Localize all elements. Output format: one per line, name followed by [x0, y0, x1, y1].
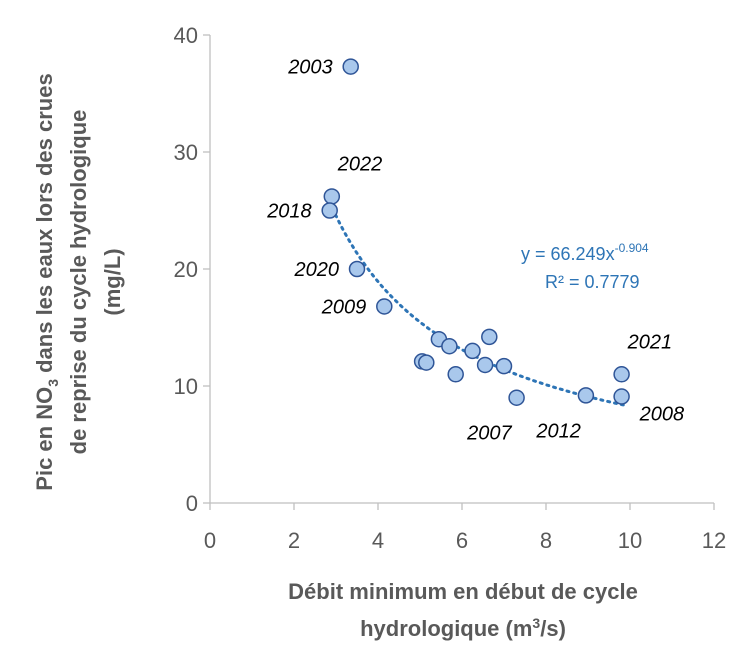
data-point: [577, 387, 595, 404]
year-label: 2003: [287, 57, 333, 79]
x-tick-label: 6: [456, 528, 468, 553]
data-point: [613, 366, 630, 383]
y-axis-title-line3: (mg/L): [100, 248, 125, 315]
trendline-r-squared: R² = 0.7779: [545, 272, 640, 292]
x-tick-label: 4: [372, 528, 384, 553]
data-point: [323, 188, 341, 205]
y-tick-label: 40: [174, 23, 198, 48]
y-tick-label: 20: [174, 257, 198, 282]
year-label: 2022: [337, 153, 383, 175]
year-label: 2012: [535, 420, 581, 442]
power-trendline: [328, 200, 626, 407]
year-label: 2008: [639, 404, 685, 426]
year-label: 2020: [294, 259, 340, 281]
data-point: [481, 328, 498, 346]
data-point: [348, 260, 366, 278]
x-tick-label: 10: [618, 528, 642, 553]
data-point: [418, 354, 435, 371]
y-axis-title-line2: de reprise du cycle hydrologique: [66, 110, 91, 455]
year-label: 2018: [266, 201, 312, 223]
x-tick-label: 0: [204, 528, 216, 553]
x-tick-label: 12: [702, 528, 726, 553]
data-point: [447, 366, 464, 383]
data-point: [342, 58, 359, 75]
y-tick-label: 0: [186, 491, 198, 516]
y-axis-title-line1: Pic en NO3 dans les eaux lors des crues: [32, 73, 61, 490]
data-point: [441, 337, 458, 355]
x-axis-title-line2: hydrologique (m3/s): [360, 615, 566, 641]
year-annotations: 2003 2022 2018 2020 2009 2007 2012 2021 2008: [266, 57, 684, 445]
data-point: [476, 356, 494, 374]
trendline-group: [328, 200, 626, 407]
axes: 0 10 20 30 40 0 2 4 6 8 10 12: [174, 23, 727, 553]
data-point: [613, 388, 630, 405]
x-tick-label: 8: [540, 528, 552, 553]
data-point: [376, 298, 393, 315]
x-tick-label: 2: [288, 528, 300, 553]
data-point: [508, 389, 525, 406]
year-label: 2009: [321, 296, 367, 318]
year-label: 2007: [466, 423, 512, 445]
data-point: [495, 357, 513, 375]
y-tick-label: 30: [174, 140, 198, 165]
x-axis-title-line1: Débit minimum en début de cycle: [288, 579, 638, 604]
data-point: [464, 342, 481, 360]
data-point: [321, 202, 338, 219]
trendline-equation: y = 66.249x-0.904: [521, 241, 649, 264]
y-tick-label: 10: [174, 374, 198, 399]
data-points: [321, 58, 630, 406]
year-label: 2021: [627, 331, 673, 353]
